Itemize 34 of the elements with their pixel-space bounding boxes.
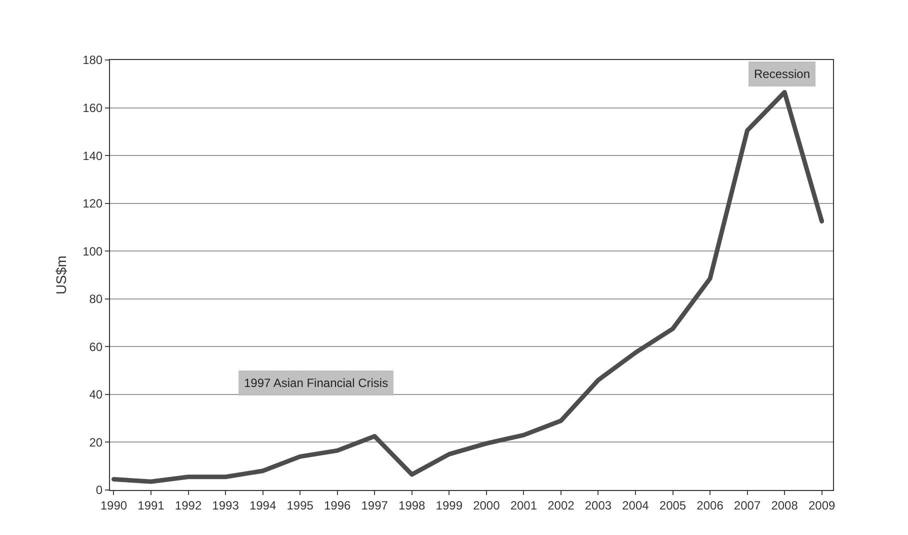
x-tick-label: 2000: [473, 498, 500, 512]
y-tick-label: 80: [89, 292, 103, 306]
x-tick-label: 2004: [622, 498, 650, 512]
y-tick-label: 60: [89, 340, 103, 354]
y-tick-label: 20: [89, 435, 103, 450]
x-tick-label: 1991: [138, 498, 165, 512]
x-tick-label: 2001: [510, 498, 538, 512]
x-tick-label: 2005: [659, 498, 686, 512]
y-tick-label: 120: [82, 196, 103, 211]
x-tick-label: 1999: [436, 498, 463, 512]
x-tick-label: 2006: [696, 498, 724, 512]
y-tick-label: 180: [82, 53, 103, 68]
x-tick-label: 1993: [212, 498, 240, 512]
x-tick-label: 2003: [584, 498, 612, 512]
x-tick-label: 1995: [286, 498, 314, 512]
annotation: Recession: [754, 67, 810, 81]
y-axis-title: US$m: [53, 256, 70, 294]
y-tick-label: 40: [89, 388, 103, 402]
y-tick-label: 140: [82, 148, 103, 163]
x-tick-label: 2008: [771, 498, 798, 512]
annotation: 1997 Asian Financial Crisis: [244, 376, 388, 390]
x-tick-label: 1992: [174, 498, 202, 512]
line-series: [111, 90, 824, 484]
x-tick-label: 2007: [734, 498, 761, 512]
y-tick-label: 100: [82, 244, 103, 258]
x-tick-label: 2009: [808, 498, 836, 512]
x-tick-label: 1997: [361, 498, 388, 512]
x-tick-label: 1996: [324, 498, 352, 512]
x-tick-label: 1998: [398, 498, 426, 512]
y-tick-label: 0: [96, 483, 103, 498]
y-tick-label: 160: [82, 100, 103, 115]
x-tick-label: 1994: [249, 498, 276, 512]
x-tick-label: 1990: [100, 498, 128, 512]
x-tick-label: 2002: [548, 498, 575, 512]
